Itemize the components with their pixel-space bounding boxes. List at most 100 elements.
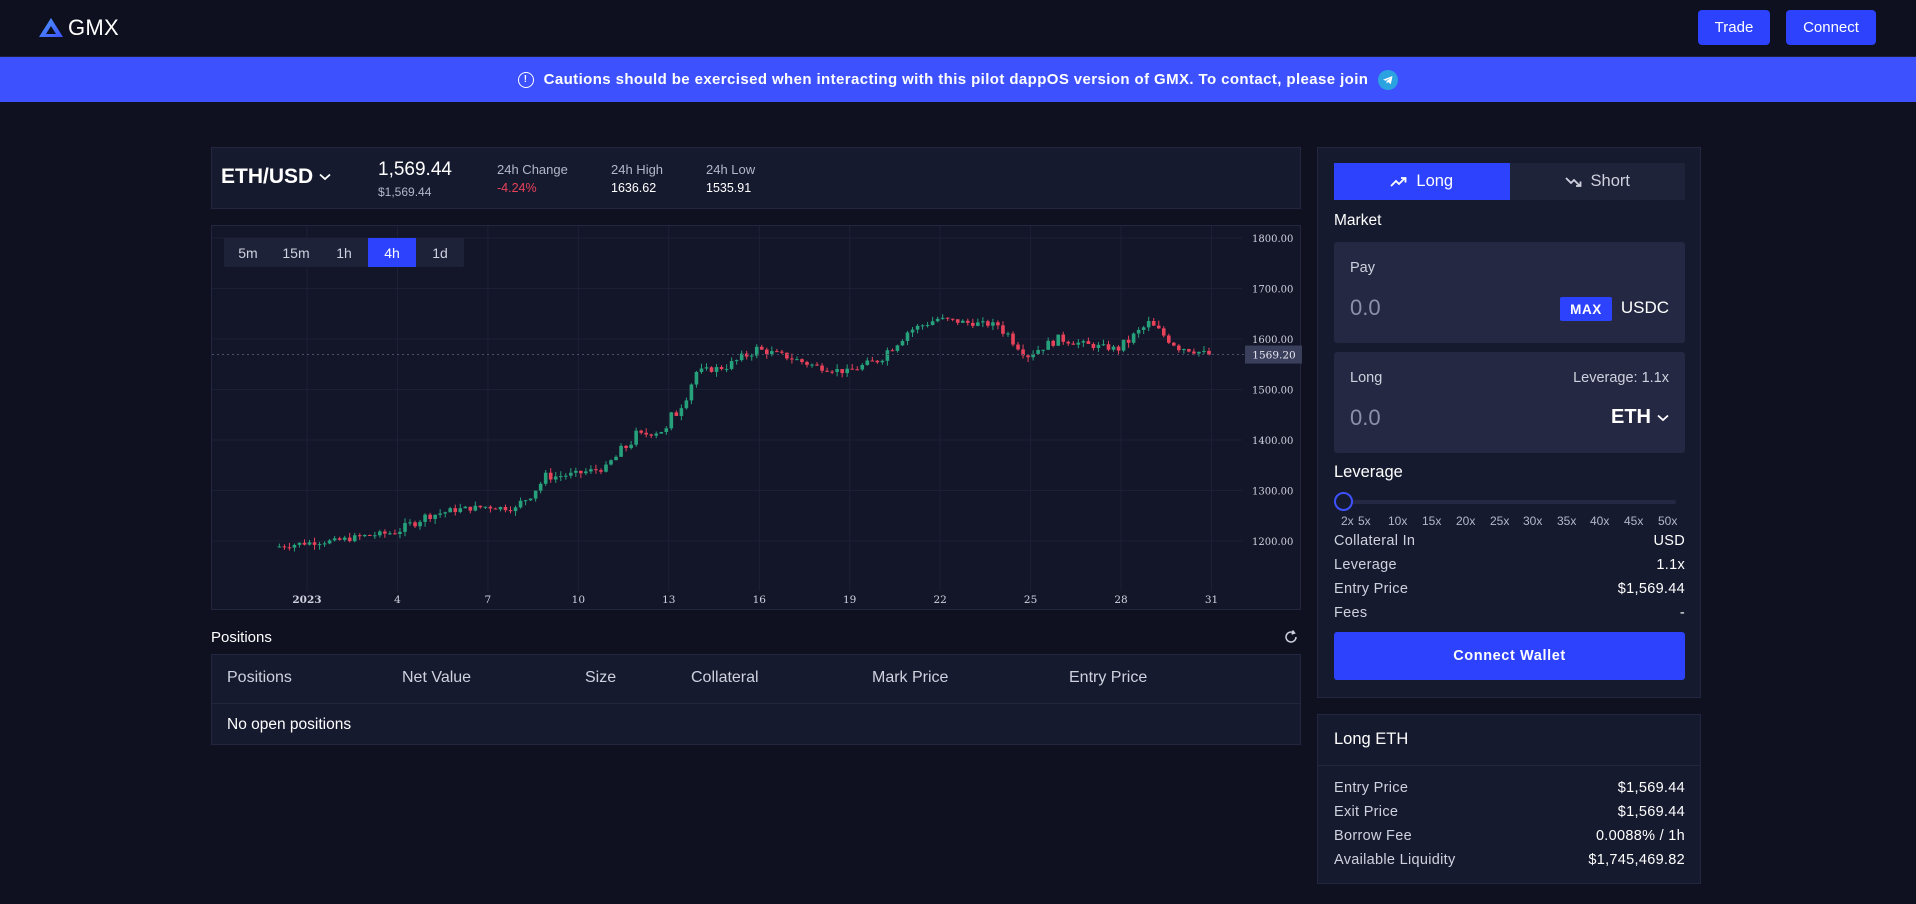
candle-body [1036, 350, 1040, 354]
candlestick-chart[interactable]: 1800.00 1700.00 1600.00 1500.00 1400.00 1300.… [212, 226, 1302, 611]
leverage-mark[interactable]: 15x [1422, 514, 1442, 528]
candle-body [478, 505, 483, 508]
refresh-icon[interactable] [1283, 629, 1299, 645]
x-tick-label: 31 [1205, 594, 1218, 606]
candle-body [292, 544, 297, 548]
candle-body [403, 522, 407, 532]
candle-body [604, 464, 608, 472]
candle-body [312, 542, 317, 545]
candle-body [393, 533, 397, 535]
candle-body [1046, 340, 1050, 350]
candle-body [518, 500, 523, 508]
pay-token[interactable]: USDC [1620, 298, 1669, 317]
leverage-mark[interactable]: 50x [1658, 514, 1678, 528]
column-header-entry-price: Entry Price [1069, 669, 1148, 686]
y-tick-label: 1800.00 [1252, 234, 1293, 245]
candle-body [1136, 329, 1141, 334]
candle-body [1151, 321, 1156, 326]
candle-body [503, 506, 508, 511]
long-label: Long [1350, 370, 1383, 386]
trending-up-icon [1390, 176, 1407, 187]
candle-body [1096, 344, 1101, 348]
timeframe-4h[interactable]: 4h [368, 238, 416, 267]
leverage-slider-handle[interactable] [1334, 492, 1353, 511]
leverage-mark[interactable]: 35x [1557, 514, 1577, 528]
tab-long[interactable]: Long [1334, 163, 1510, 200]
candle-body [1101, 344, 1106, 346]
candle-body [850, 368, 855, 370]
candle-body [533, 490, 538, 499]
trade-button[interactable]: Trade [1698, 10, 1770, 45]
candle-body [664, 428, 669, 433]
connect-wallet-button[interactable]: Connect Wallet [1334, 632, 1685, 680]
timeframe-1d[interactable]: 1d [432, 244, 448, 261]
candle-body [463, 506, 468, 509]
tab-short-label: Short [1590, 172, 1630, 190]
long-eth-info-label: Exit Price [1334, 804, 1399, 820]
candle-body [584, 471, 588, 474]
ticker-header: ETH/USD 1,569.44 $1,569.44 24h Change -4… [211, 147, 1301, 209]
timeframe-5m[interactable]: 5m [238, 244, 258, 261]
candle-body [940, 317, 945, 319]
timeframe-15m[interactable]: 15m [282, 244, 310, 261]
leverage-mark[interactable]: 40x [1590, 514, 1610, 528]
candle-body [1161, 328, 1166, 336]
candle-body [1172, 342, 1176, 346]
leverage-mark[interactable]: 25x [1490, 514, 1510, 528]
leverage-mark[interactable]: 2x [1341, 514, 1354, 528]
max-button[interactable]: MAX [1560, 297, 1612, 321]
long-amount-input[interactable]: 0.0 [1350, 405, 1381, 430]
candle-body [443, 512, 447, 514]
candle-body [739, 353, 744, 361]
candle-body [1006, 333, 1010, 335]
column-header-positions: Positions [227, 669, 292, 686]
trade-info-label: Collateral In [1334, 533, 1416, 549]
timeframe-1h[interactable]: 1h [336, 244, 352, 261]
candle-body [714, 367, 719, 372]
leverage-mark[interactable]: 30x [1523, 514, 1543, 528]
candle-body [860, 364, 865, 370]
leverage-mark[interactable]: 45x [1624, 514, 1644, 528]
telegram-icon[interactable] [1378, 69, 1399, 90]
long-token-selector[interactable]: ETH [1611, 406, 1669, 429]
candle-body [1061, 334, 1066, 342]
candle-body [589, 469, 593, 472]
low-value: 1535.91 [706, 181, 752, 195]
long-eth-info-value: $1,569.44 [1617, 780, 1685, 796]
candle-body [915, 325, 920, 330]
candle-body [759, 346, 764, 350]
candle-body [337, 538, 342, 540]
candle-body [543, 472, 548, 484]
connect-button[interactable]: Connect [1786, 10, 1876, 45]
gmx-logo[interactable]: GMX [38, 15, 119, 41]
leverage-slider[interactable] [1342, 500, 1676, 504]
candle-body [438, 513, 442, 515]
current-price: 1,569.44 [378, 159, 452, 180]
leverage-mark[interactable]: 20x [1456, 514, 1476, 528]
candle-body [614, 456, 618, 461]
leverage-mark[interactable]: 10x [1388, 514, 1408, 528]
price-chart[interactable]: 1800.00 1700.00 1600.00 1500.00 1400.00 1300.… [211, 225, 1302, 611]
candle-body [398, 531, 402, 534]
candle-body [594, 469, 598, 471]
candle-body [729, 361, 734, 369]
candle-body [342, 537, 347, 540]
candle-body [579, 470, 583, 474]
pay-amount-input[interactable]: 0.0 [1350, 295, 1381, 320]
pair-selector[interactable]: ETH/USD [221, 165, 331, 189]
tab-short[interactable]: Short [1510, 163, 1686, 200]
y-tick-label: 1700.00 [1252, 285, 1293, 296]
change-label: 24h Change [497, 162, 568, 177]
candle-body [910, 329, 915, 333]
candle-body [508, 510, 513, 512]
pay-input-box: Pay 0.0 MAX USDC [1334, 242, 1685, 343]
leverage-mark[interactable]: 5x [1358, 514, 1371, 528]
candle-body [800, 359, 804, 363]
candle-body [669, 412, 674, 429]
candle-body [639, 430, 643, 433]
candle-body [1011, 333, 1015, 345]
candle-body [925, 325, 930, 327]
order-type-market[interactable]: Market [1334, 212, 1382, 229]
candle-body [825, 370, 829, 372]
candle-body [795, 359, 799, 361]
